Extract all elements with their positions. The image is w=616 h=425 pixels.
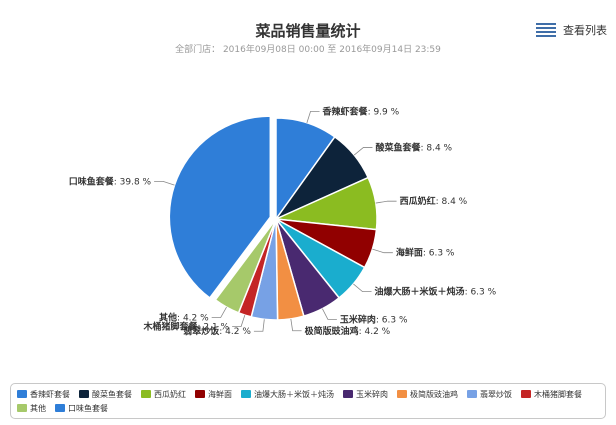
data-label-value: : 39.8 % [114,177,152,187]
data-label-value: : 6.3 % [376,315,408,325]
data-label: 翡翠炒饭: 4.2 % [183,325,251,337]
chart-legend: 香辣虾套餐 酸菜鱼套餐 西瓜奶红 海鲜面 油爆大肠＋米饭＋炖汤 玉米碎肉 极简版豉油鸡 翡翠炒… [10,383,606,419]
legend-item[interactable]: 极简版豉油鸡 [397,387,458,401]
legend-item[interactable]: 油爆大肠＋米饭＋炖汤 [241,387,334,401]
data-label: 海鲜面: 6.3 % [396,247,455,259]
legend-label: 香辣虾套餐 [30,389,70,399]
pie-slices [168,115,378,321]
list-icon-bar [536,23,556,25]
legend-label: 海鲜面 [208,389,232,399]
legend-item[interactable]: 玉米碎肉 [343,387,388,401]
pie-slice[interactable] [168,115,272,299]
chart-subtitle: 全部门店： 2016年09月08日 00:00 至 2016年09月14日 23… [175,45,441,55]
data-label-value: : 6.3 % [423,249,455,259]
legend-item[interactable]: 口味鱼套餐 [55,401,108,415]
legend-swatch [521,390,531,398]
list-icon-bar [536,27,556,29]
data-label-name: 翡翠炒饭 [183,325,219,337]
pie-leader-lines [154,111,397,332]
legend-label: 木桶猪脚套餐 [534,389,582,399]
data-label-value: : 6.3 % [465,288,497,298]
data-label: 其他: 4.2 % [159,312,209,324]
data-label-value: : 4.2 % [219,327,251,337]
legend-label: 极简版豉油鸡 [410,389,458,399]
data-label-value: : 9.9 % [368,107,400,117]
data-label: 香辣虾套餐: 9.9 % [322,105,400,117]
leader-line [353,283,372,293]
legend-swatch [195,390,205,398]
leader-line [375,200,397,204]
data-label-name: 木桶猪脚套餐 [142,320,198,332]
legend-label: 油爆大肠＋米饭＋炖汤 [254,389,334,399]
legend-label: 其他 [30,403,46,413]
legend-item[interactable]: 西瓜奶红 [141,387,186,401]
data-label-value: : 2.1 % [197,322,229,332]
legend-label: 玉米碎肉 [356,389,388,399]
data-label-name: 油爆大肠＋米饭＋炖汤 [375,286,465,298]
list-icon [536,22,556,38]
data-label-value: : 4.2 % [177,314,209,324]
legend-swatch [467,390,477,398]
data-label: 口味鱼套餐: 39.8 % [69,175,152,187]
legend-swatch [343,390,353,398]
leader-line [232,314,246,327]
data-label-name: 酸菜鱼套餐 [375,141,421,153]
data-label-value: : 8.4 % [436,197,468,207]
legend-item[interactable]: 香辣虾套餐 [17,387,70,401]
leader-line [154,180,175,186]
pie-chart: 香辣虾套餐: 9.9 %酸菜鱼套餐: 8.4 %西瓜奶红: 8.4 %海鲜面: … [69,105,497,337]
data-label: 极简版豉油鸡: 4.2 % [305,325,391,337]
legend-swatch [397,390,407,398]
list-icon-bar [536,35,556,37]
view-list-button[interactable]: 查看列表 [536,22,607,38]
leader-line [353,147,373,156]
data-label-name: 口味鱼套餐 [69,175,115,187]
data-label-value: : 4.2 % [359,327,391,337]
data-label-name: 香辣虾套餐 [322,105,369,117]
leader-line [372,248,393,254]
data-label-name: 其他 [159,312,177,324]
legend-label: 酸菜鱼套餐 [92,389,132,399]
data-label: 西瓜奶红: 8.4 % [400,195,468,207]
legend-item[interactable]: 木桶猪脚套餐 [521,387,582,401]
data-label-name: 极简版豉油鸡 [305,325,359,337]
legend-swatch [55,404,65,412]
legend-swatch [17,404,27,412]
legend-label: 西瓜奶红 [154,389,186,399]
data-label: 油爆大肠＋米饭＋炖汤: 6.3 % [375,286,497,298]
legend-item[interactable]: 海鲜面 [195,387,232,401]
data-label-name: 玉米碎肉 [340,313,376,325]
leader-line [253,319,265,332]
data-label: 酸菜鱼套餐: 8.4 % [375,141,452,153]
legend-label: 口味鱼套餐 [68,403,108,413]
pie-slice[interactable] [214,218,277,314]
leader-line [322,308,337,320]
legend-item[interactable]: 翡翠炒饭 [467,387,512,401]
list-icon-bar [536,31,556,33]
chart-title: 菜品销售量统计 [255,22,361,40]
leader-line [306,111,320,123]
legend-swatch [141,390,151,398]
data-label-name: 海鲜面 [396,247,423,259]
leader-line [211,306,227,318]
legend-swatch [79,390,89,398]
legend-swatch [17,390,27,398]
legend-swatch [241,390,251,398]
data-label-value: : 8.4 % [420,143,452,153]
pie-data-labels: 香辣虾套餐: 9.9 %酸菜鱼套餐: 8.4 %西瓜奶红: 8.4 %海鲜面: … [69,105,497,337]
data-label-name: 西瓜奶红 [400,195,436,207]
legend-item[interactable]: 其他 [17,401,46,415]
leader-line [290,318,302,332]
data-label: 玉米碎肉: 6.3 % [340,313,408,325]
legend-item[interactable]: 酸菜鱼套餐 [79,387,132,401]
legend-label: 翡翠炒饭 [480,389,512,399]
data-label: 木桶猪脚套餐: 2.1 % [142,320,229,332]
view-list-label: 查看列表 [563,24,607,37]
